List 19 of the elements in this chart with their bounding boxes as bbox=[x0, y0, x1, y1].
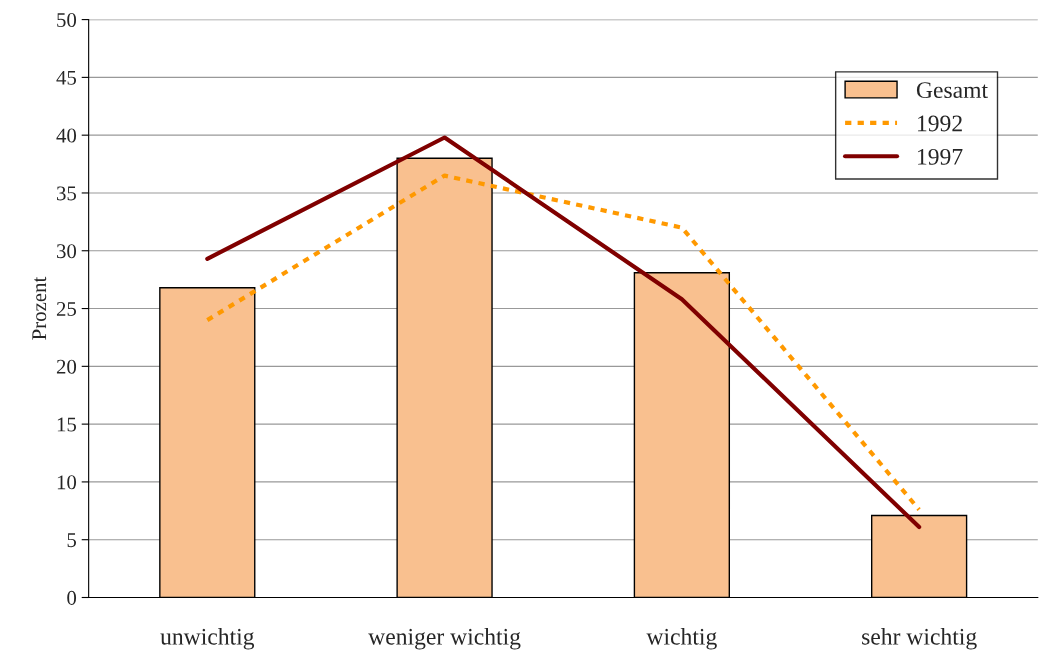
y-tick-label: 45 bbox=[56, 70, 77, 85]
x-tick-label: weniger wichtig bbox=[368, 628, 521, 650]
y-tick-label: 25 bbox=[56, 301, 77, 316]
y-tick-label: 0 bbox=[67, 590, 77, 605]
legend-label: Gesamt bbox=[916, 82, 988, 99]
y-tick-label: 15 bbox=[57, 417, 77, 432]
y-tick-label: 10 bbox=[57, 475, 77, 490]
x-tick-label: unwichtig bbox=[160, 628, 255, 650]
y-tick-label: 35 bbox=[57, 186, 77, 201]
legend-label: 1997 bbox=[918, 148, 963, 165]
y-tick-label: 30 bbox=[57, 244, 77, 259]
x-tick-label: sehr wichtig bbox=[862, 628, 977, 650]
x-tick-label: wichtig bbox=[646, 628, 717, 650]
y-tick-label: 40 bbox=[56, 128, 77, 143]
y-tick-label: 50 bbox=[57, 12, 77, 28]
y-tick-label: 5 bbox=[67, 533, 77, 548]
legend-label: 1992 bbox=[918, 115, 962, 132]
y-tick-label: 20 bbox=[56, 359, 77, 374]
y-axis-title: Prozent bbox=[32, 276, 47, 340]
